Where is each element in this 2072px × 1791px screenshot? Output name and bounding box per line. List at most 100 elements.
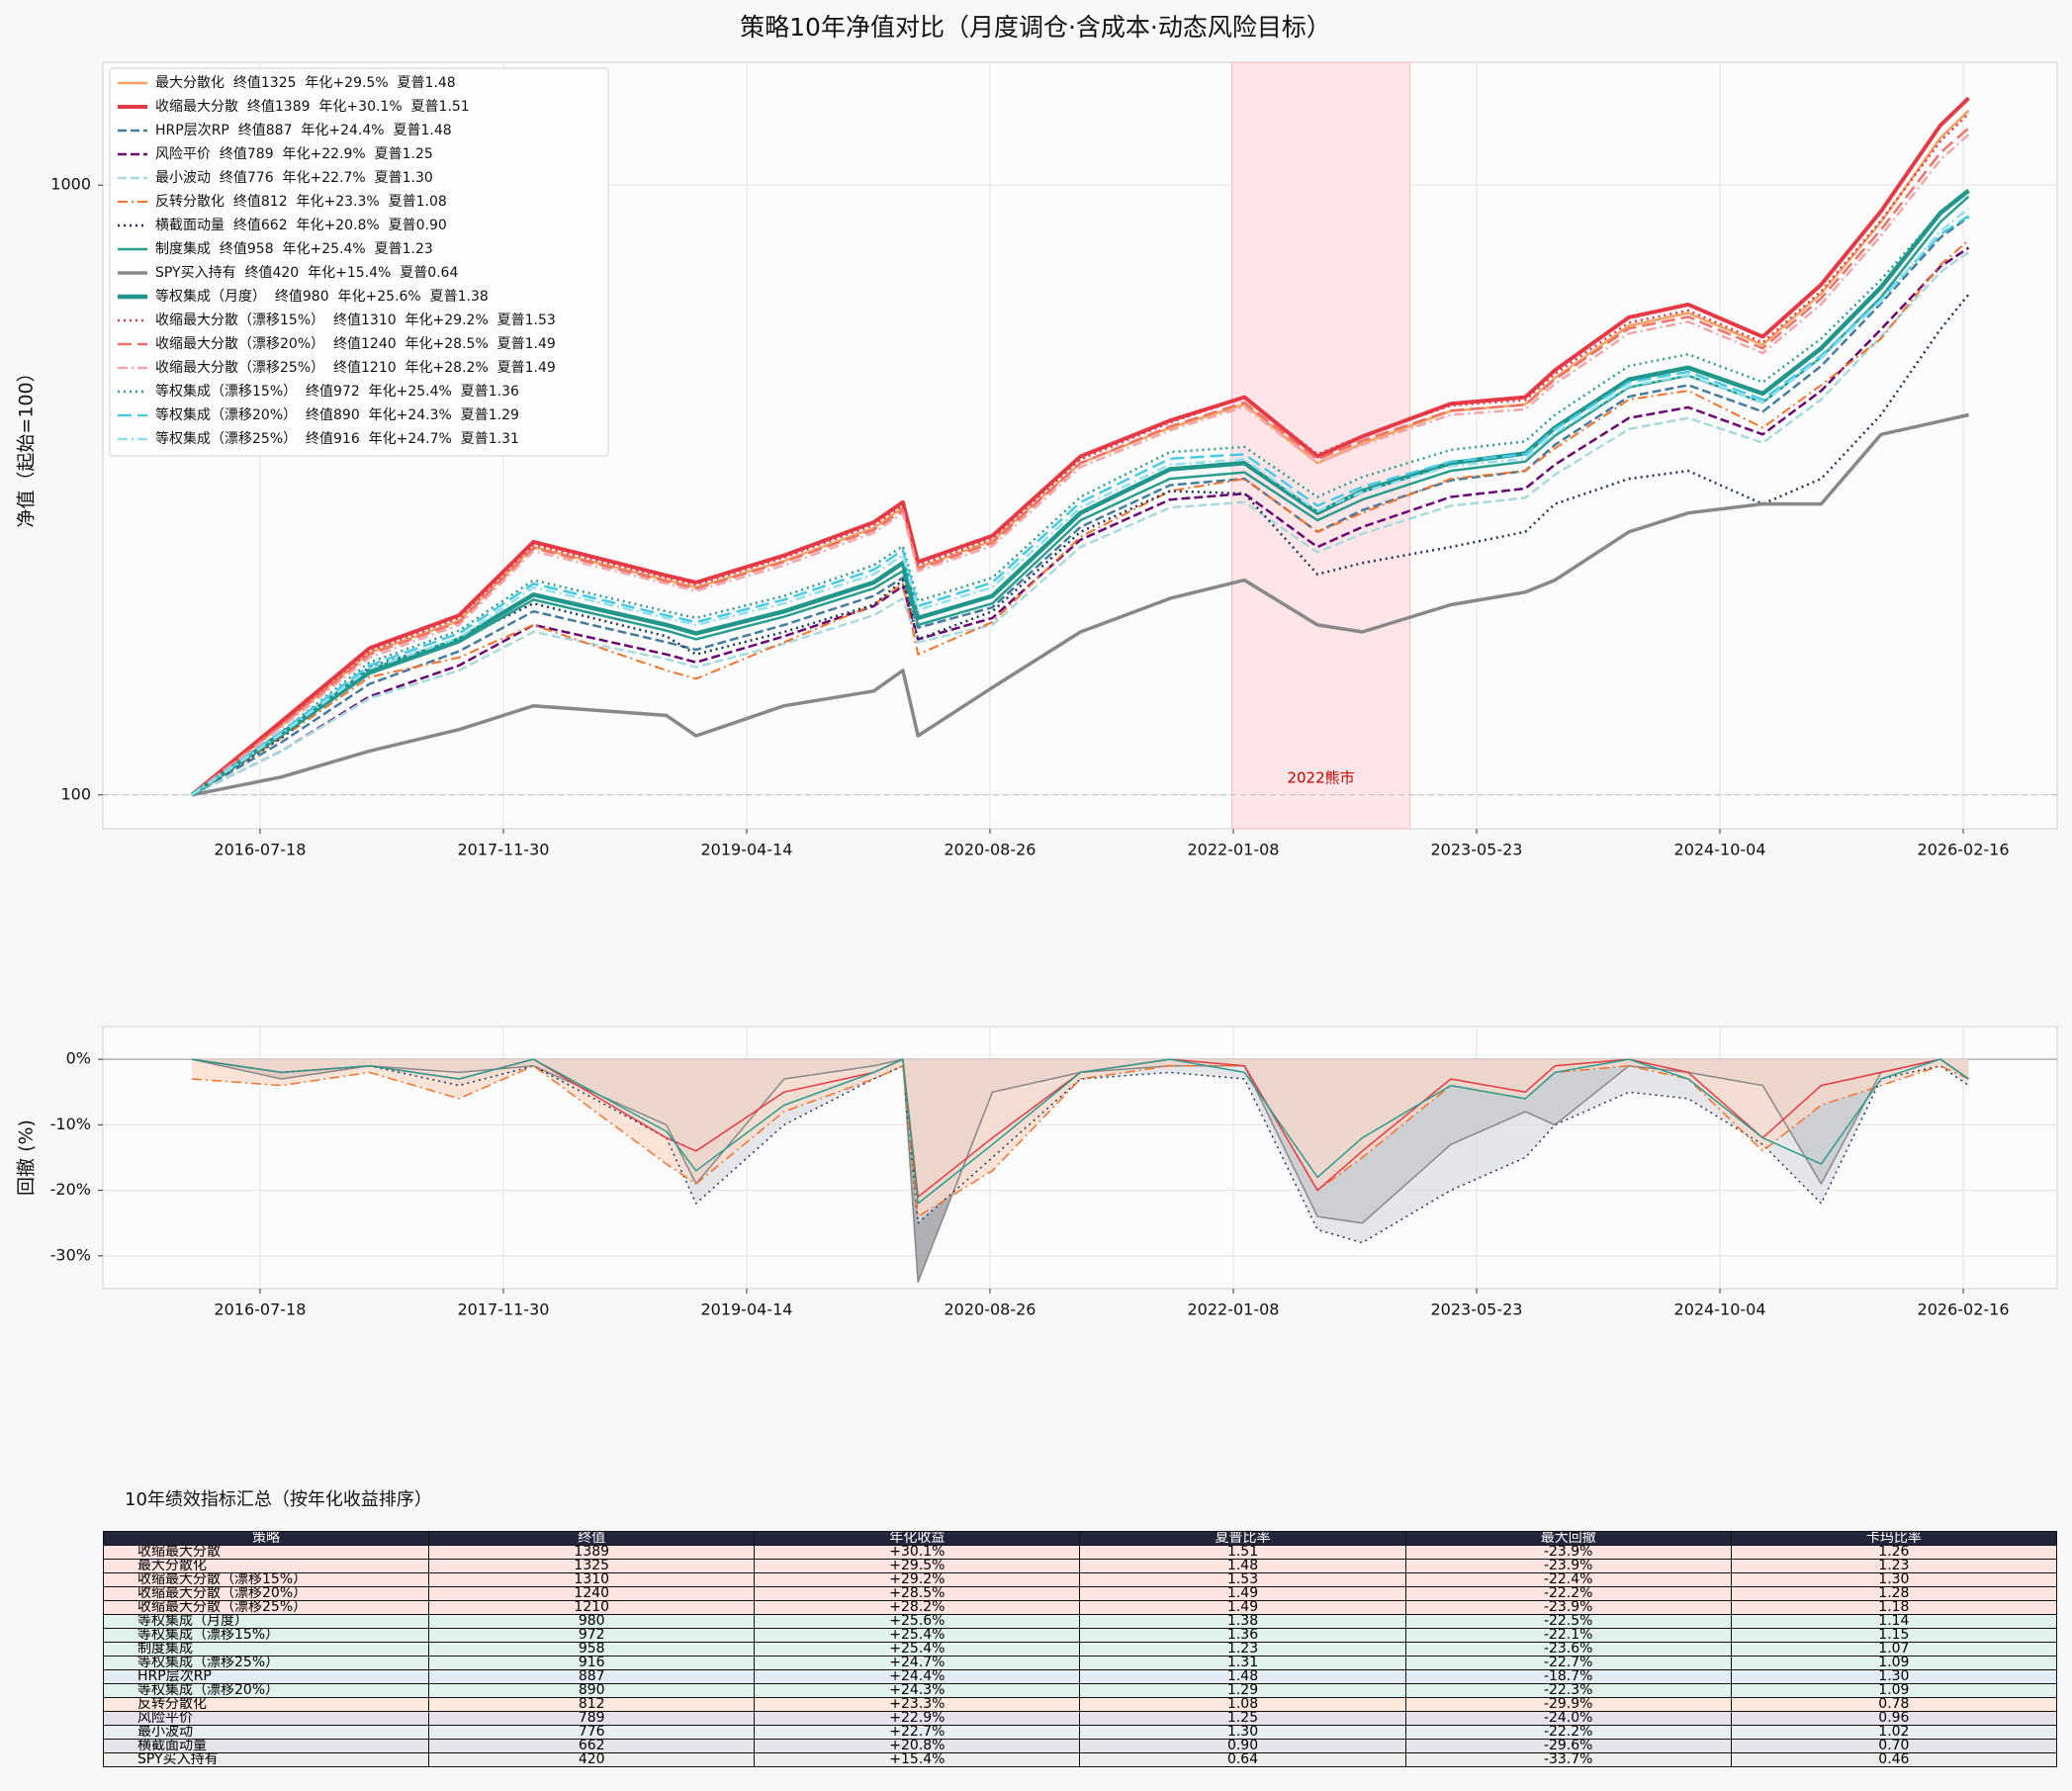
table-cell: +22.7% [754,1725,1081,1740]
table-cell: +29.2% [754,1572,1081,1587]
legend-label: 最大分散化 终值1325 年化+29.5% 夏普1.48 [155,75,456,91]
y-tick-label: 0% [66,1049,91,1068]
legend-label: 制度集成 终值958 年化+25.4% 夏普1.23 [155,240,433,257]
table-cell: 收缩最大分散（漂移25%） [102,1600,430,1615]
table-cell: 制度集成 [102,1642,430,1657]
table-cell: SPY买入持有 [102,1752,430,1767]
table-cell: +28.5% [754,1586,1081,1601]
column-header: 策略 [102,1531,430,1546]
x-tick-label: 2019-04-14 [700,841,792,859]
chart-title: 策略10年净值对比（月度调仓·含成本·动态风险目标） [740,13,1331,42]
table-cell: 风险平价 [102,1711,430,1726]
legend-label: 风险平价 终值789 年化+22.9% 夏普1.25 [155,146,433,162]
table-row: HRP层次RP 887 +24.4% 1.48 -18.7% 1.30 [102,1669,2058,1684]
table-cell: 1.26 [1730,1545,2058,1560]
metrics-table: 策略 终值 年化收益 夏普比率 最大回撤 卡玛比率 收缩最大分散 1389 +30.1% 1.51… [102,1531,2058,1767]
table-row: 收缩最大分散（漂移20%） 1240 +28.5% 1.49 -22.2% 1.28 [102,1586,2058,1601]
table-cell: 1.51 [1079,1545,1406,1560]
table-title: 10年绩效指标汇总（按年化收益排序） [125,1489,432,1510]
table-cell: +28.2% [754,1600,1081,1615]
column-header: 最大回撤 [1404,1531,1732,1546]
legend-label: SPY买入持有 终值420 年化+15.4% 夏普0.64 [155,265,458,281]
legend-box [109,67,609,457]
y-tick-label: -10% [50,1115,91,1133]
table-row: 收缩最大分散 1389 +30.1% 1.51 -23.9% 1.26 [102,1545,2058,1560]
table-cell: 1.48 [1079,1669,1406,1684]
x-tick-label: 2023-05-23 [1431,1300,1523,1319]
table-cell: 1.29 [1079,1683,1406,1698]
table-cell: 1.30 [1079,1725,1406,1740]
table-cell: 收缩最大分散（漂移15%） [102,1572,430,1587]
table-cell: 1.18 [1730,1600,2058,1615]
table-cell: 等权集成（月度） [102,1614,430,1629]
table-cell: +24.4% [754,1669,1081,1684]
series-line [191,134,1970,796]
table-cell: 横截面动量 [102,1739,430,1753]
series-line [191,1065,1969,1217]
series-line [191,215,1970,796]
table-row: 等权集成（月度） 980 +25.6% 1.38 -22.5% 1.14 [102,1614,2058,1629]
series-line [191,113,1970,796]
table-cell: 1.30 [1730,1572,2058,1587]
table-cell: 1.49 [1079,1586,1406,1601]
table-row: 制度集成 958 +25.4% 1.23 -23.6% 1.07 [102,1642,2058,1657]
table-cell: -22.1% [1404,1628,1732,1643]
table-cell: 958 [428,1642,756,1657]
table-cell: 1.14 [1730,1614,2058,1629]
table-row: 等权集成（漂移15%） 972 +25.4% 1.36 -22.1% 1.15 [102,1628,2058,1643]
series-line [191,246,1970,796]
x-tick-label: 2020-08-26 [944,1300,1036,1319]
legend-label: 等权集成（月度） 终值980 年化+25.6% 夏普1.38 [155,288,489,305]
series-line [191,239,1970,796]
x-tick-label: 2026-02-16 [1918,841,2010,859]
table-row: 等权集成（漂移25%） 916 +24.7% 1.31 -22.7% 1.09 [102,1656,2058,1670]
table-cell: +24.3% [754,1683,1081,1698]
table-cell: 0.64 [1079,1752,1406,1767]
legend-label: 最小波动 终值776 年化+22.7% 夏普1.30 [155,170,433,186]
table-cell: 0.90 [1079,1739,1406,1753]
x-tick-label: 2016-07-18 [214,841,306,859]
table-cell: +29.5% [754,1559,1081,1573]
legend-label: 等权集成（漂移25%） 终值916 年化+24.7% 夏普1.31 [155,430,519,447]
table-cell: 1.07 [1730,1642,2058,1657]
table-cell: 1.15 [1730,1628,2058,1643]
legend-label: 横截面动量 终值662 年化+20.8% 夏普0.90 [155,218,447,233]
table-cell: 1.48 [1079,1559,1406,1573]
table-cell: 916 [428,1656,756,1670]
table-cell: 789 [428,1711,756,1726]
x-tick-label: 2024-10-04 [1674,1300,1766,1319]
x-tick-label: 2022-01-08 [1187,841,1279,859]
table-cell: +25.4% [754,1628,1081,1643]
series-line [191,1058,1969,1205]
series-line [191,1058,1969,1244]
table-cell: 最大分散化 [102,1559,430,1573]
x-tick-label: 2017-11-30 [457,1300,549,1319]
shaded-period [1231,61,1411,830]
table-cell: 1.49 [1079,1600,1406,1615]
y-tick-label: 1000 [50,175,91,194]
legend-label: 等权集成（漂移15%） 终值972 年化+25.4% 夏普1.36 [155,383,519,400]
column-header: 卡玛比率 [1730,1531,2058,1546]
table-cell: -23.9% [1404,1600,1732,1615]
table-cell: -29.9% [1404,1697,1732,1712]
y-axis-label: 回撤 (%) [16,1119,38,1196]
table-cell: 1.31 [1079,1656,1406,1670]
series-line [191,216,1970,796]
legend-label: 等权集成（漂移20%） 终值890 年化+24.3% 夏普1.29 [155,406,519,423]
table-cell: 1325 [428,1559,756,1573]
table-cell: -29.6% [1404,1739,1732,1753]
series-line [191,251,1970,796]
table-cell: -22.2% [1404,1725,1732,1740]
table-row: 横截面动量 662 +20.8% 0.90 -29.6% 0.70 [102,1739,2058,1753]
table-cell: -23.9% [1404,1545,1732,1560]
table-row: 收缩最大分散（漂移25%） 1210 +28.2% 1.49 -23.9% 1.18 [102,1600,2058,1615]
table-row: SPY买入持有 420 +15.4% 0.64 -33.7% 0.46 [102,1752,2058,1767]
series-line [190,96,1970,797]
table-row: 收缩最大分散（漂移15%） 1310 +29.2% 1.53 -22.4% 1.30 [102,1572,2058,1587]
table-cell: 等权集成（漂移15%） [102,1628,430,1643]
table-cell: 1.53 [1079,1572,1406,1587]
x-tick-label: 2026-02-16 [1918,1300,2010,1319]
table-cell: 420 [428,1752,756,1767]
series-line [191,293,1970,796]
